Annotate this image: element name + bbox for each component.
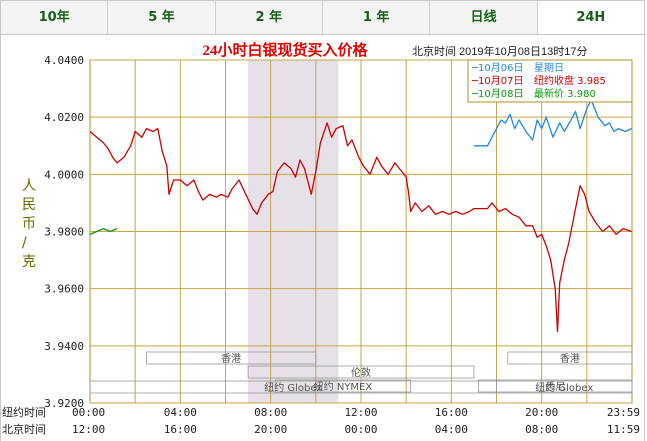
x-axis-label-bj: 北京时间 <box>2 422 46 436</box>
session-label: 伦敦 <box>351 366 371 379</box>
x-tick-label-bj: 16:00 <box>164 423 197 436</box>
x-tick-label-bj: 00:00 <box>344 423 377 436</box>
chart-title: 24小时白银现货买入价格 <box>202 41 368 59</box>
legend-entry: ─10月06日 <box>471 62 523 74</box>
session-label: 纽约 Globex <box>264 381 322 394</box>
x-tick-label-ny: 04:00 <box>164 406 197 419</box>
x-tick-label-ny: 12:00 <box>344 406 377 419</box>
y-tick-label: 4.0400 <box>44 54 84 67</box>
tab-5y[interactable]: 5 年 <box>108 1 216 34</box>
legend-box <box>467 59 633 103</box>
session-bar <box>146 351 317 365</box>
x-tick-label-bj: 12:00 <box>72 423 105 436</box>
legend-entry: ─10月08日 <box>471 88 523 100</box>
legend-value: 最新价 3.980 <box>534 87 596 100</box>
session-bar <box>247 365 475 379</box>
x-tick-label-ny: 08:00 <box>254 406 287 419</box>
y-tick-label: 4.0000 <box>44 168 84 181</box>
session-label: 纽约 NYMEX <box>314 380 373 393</box>
y-tick-label: 3.9200 <box>44 397 84 410</box>
session-bar <box>274 379 412 393</box>
x-tick-label-bj: 11:59 <box>607 423 640 436</box>
y-tick-label: 3.9600 <box>44 283 84 296</box>
y-tick-label: 4.0200 <box>44 111 84 124</box>
session-label: 香港 <box>221 353 241 365</box>
x-axis-label-ny: 纽约时间 <box>2 405 46 419</box>
y-tick-label: 3.9400 <box>44 340 84 353</box>
tab-24h[interactable]: 24H <box>537 1 644 34</box>
chart-frame <box>0 35 645 441</box>
series-line-2 <box>89 122 632 333</box>
chart-subtitle: 北京时间 2019年10月08日13时17分 <box>412 44 587 58</box>
tab-2y[interactable]: 2 年 <box>216 1 323 34</box>
x-tick-label-bj: 04:00 <box>435 423 468 436</box>
tab-10y[interactable]: 10年 <box>1 1 109 34</box>
y-tick-label: 3.9800 <box>44 226 84 239</box>
legend-entry: ─10月07日 <box>471 75 523 87</box>
x-tick-label-ny: 23:59 <box>607 406 640 419</box>
tab-1y[interactable]: 1 年 <box>323 1 431 34</box>
x-tick-label-ny: 20:00 <box>525 406 558 419</box>
range-tabs: 10年 5 年 2 年 1 年 日线 24H <box>0 0 645 35</box>
session-bar <box>507 351 633 365</box>
session-bar <box>478 379 633 393</box>
session-label: 悉尼 <box>545 381 565 393</box>
session-label: 纽约 Globex <box>535 381 593 394</box>
x-tick-label-bj: 08:00 <box>525 423 558 436</box>
series-line-1 <box>473 99 632 147</box>
session-label: 香港 <box>560 353 580 365</box>
legend-value: 纽约收盘 3.985 <box>534 74 606 87</box>
legend-value: 星期日 <box>534 62 564 74</box>
x-tick-label-bj: 20:00 <box>254 423 287 436</box>
y-axis-label: 人民币/克 <box>22 178 36 270</box>
x-tick-label-ny: 16:00 <box>435 406 468 419</box>
series-line-3 <box>89 227 118 235</box>
x-tick-label-ny: 00:00 <box>72 406 105 419</box>
tab-daily[interactable]: 日线 <box>430 1 538 34</box>
